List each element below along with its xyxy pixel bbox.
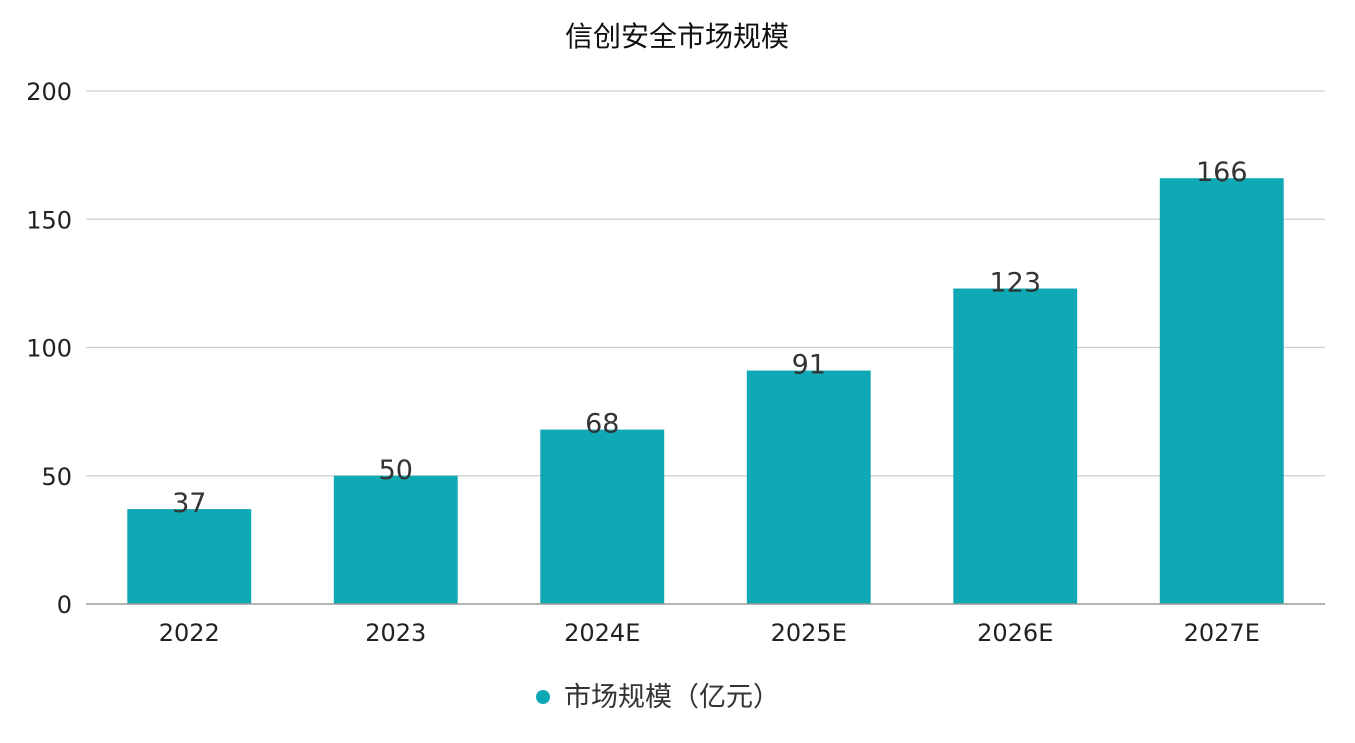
x-tick-label: 2026E: [977, 619, 1053, 647]
bar: [953, 288, 1078, 604]
data-label: 166: [1196, 157, 1248, 188]
grid-lines: [86, 90, 1325, 477]
legend: 市场规模（亿元）: [536, 682, 780, 713]
bar: [127, 509, 252, 604]
bars: [127, 178, 1284, 604]
y-tick-label: 100: [26, 335, 72, 363]
data-label: 37: [172, 488, 206, 519]
y-axis: 0 50 100 150 200: [26, 78, 72, 619]
bar: [1159, 178, 1284, 604]
y-tick-label: 0: [57, 591, 72, 619]
x-tick-label: 2025E: [771, 619, 847, 647]
x-tick-label: 2023: [365, 619, 426, 647]
y-tick-label: 150: [26, 206, 72, 234]
data-label: 123: [989, 268, 1041, 299]
data-label: 50: [379, 455, 413, 486]
bar: [746, 370, 871, 604]
y-tick-label: 50: [41, 463, 72, 491]
x-axis: 2022 2023 2024E 2025E 2026E 2027E: [86, 603, 1325, 647]
bar: [333, 475, 458, 604]
bar: [540, 429, 665, 604]
legend-marker-icon: [536, 690, 550, 704]
x-tick-label: 2022: [159, 619, 220, 647]
legend-label: 市场规模（亿元）: [564, 682, 780, 713]
chart-title: 信创安全市场规模: [565, 20, 789, 53]
data-labels: 37 50 68 91 123 166: [172, 157, 1247, 519]
x-tick-label: 2024E: [564, 619, 640, 647]
x-tick-label: 2027E: [1184, 619, 1260, 647]
data-label: 91: [792, 350, 826, 381]
y-tick-label: 200: [26, 78, 72, 106]
data-label: 68: [585, 409, 619, 440]
